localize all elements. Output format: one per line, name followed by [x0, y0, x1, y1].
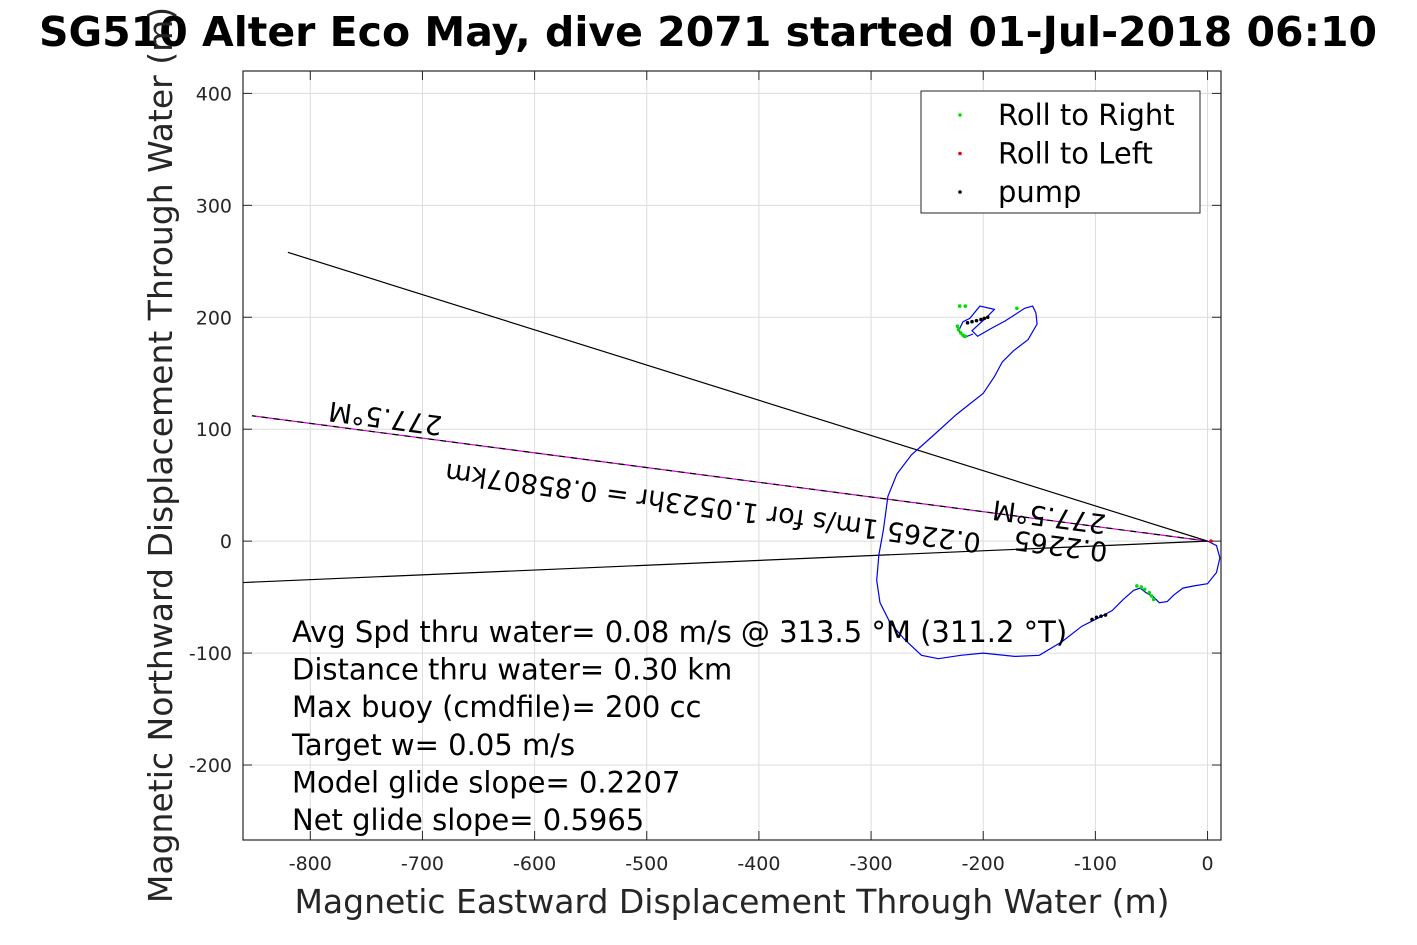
roll-right-point [955, 324, 960, 329]
y-tick-label: -100 [189, 643, 232, 665]
y-tick-label: 300 [196, 195, 232, 217]
heading-line [287, 251, 1208, 542]
pump-point [974, 318, 979, 323]
legend-label: Roll to Right [998, 98, 1175, 132]
roll-right-point [963, 334, 968, 339]
x-tick-label: -100 [1074, 853, 1117, 875]
stats-text-block: Avg Spd thru water= 0.08 m/s @ 313.5 °M … [291, 615, 1067, 837]
glider-track [876, 305, 1221, 660]
legend-marker [958, 190, 962, 194]
roll-right-point [1147, 590, 1152, 595]
axes-frame [242, 70, 1222, 841]
x-tick-label: -700 [401, 853, 444, 875]
y-tick-label: 400 [196, 83, 232, 105]
roll-right-point [1135, 584, 1139, 588]
roll-right-point [1149, 594, 1154, 598]
roll-markers [955, 304, 1213, 622]
roll-right-point [1151, 597, 1156, 602]
heading-lines [242, 251, 1208, 584]
y-tick-label: 0 [220, 531, 232, 553]
heading-line [242, 540, 1208, 584]
x-tick-label: 0 [1201, 853, 1213, 875]
stats-line: Model glide slope= 0.2207 [292, 765, 680, 799]
legend-marker [958, 151, 962, 156]
heading-line [251, 415, 1208, 542]
roll-right-point [1139, 585, 1144, 589]
legend-label: Roll to Left [998, 137, 1153, 171]
roll-right-point [1015, 306, 1019, 311]
chart-title: SG510 Alter Eco May, dive 2071 started 0… [39, 8, 1377, 56]
track-line [876, 305, 1221, 660]
y-tick-label: 200 [196, 307, 232, 329]
pump-point [985, 315, 990, 320]
y-tick-label: -200 [189, 755, 232, 777]
pump-point [979, 317, 983, 322]
x-tick-label: -500 [625, 853, 668, 875]
x-tick-label: -300 [850, 853, 893, 875]
legend-label: pump [998, 175, 1081, 209]
roll-right-point [958, 331, 963, 335]
stats-line: Distance thru water= 0.30 km [292, 653, 732, 687]
pump-point [1094, 615, 1099, 620]
pump-point [1090, 617, 1094, 622]
pump-point [970, 319, 974, 324]
axis-ticks: -800 -700 -600 -500 -400 -300 -200 -100 0 -200 -10… [189, 71, 1221, 875]
y-axis-label: Magnetic Northward Displacement Through … [141, 7, 180, 903]
grid-lines [243, 71, 1221, 840]
stats-line: Max buoy (cmdfile)= 200 cc [292, 690, 701, 724]
stats-line: Net glide slope= 0.5965 [292, 803, 644, 837]
x-tick-label: -400 [737, 853, 780, 875]
stats-line: Target w= 0.05 m/s [291, 728, 575, 762]
roll-right-point [957, 304, 962, 308]
x-tick-label: -800 [289, 853, 332, 875]
pump-point [965, 321, 970, 325]
pump-point [982, 316, 987, 321]
legend-box [920, 90, 1201, 214]
x-axis-label: Magnetic Eastward Displacement Through W… [294, 882, 1169, 921]
pump-point [1103, 613, 1108, 617]
roll-left-point [1209, 539, 1213, 543]
x-tick-label: -200 [962, 853, 1005, 875]
y-tick-label: 100 [196, 419, 232, 441]
stats-line: Avg Spd thru water= 0.08 m/s @ 313.5 °M … [292, 615, 1067, 649]
roll-right-point [1142, 587, 1147, 592]
legend: Roll to Right Roll to Left pump [920, 90, 1201, 214]
roll-right-point [963, 304, 968, 308]
roll-right-point [956, 327, 961, 332]
legend-marker [958, 113, 962, 117]
pump-point [1099, 614, 1103, 618]
x-tick-label: -600 [513, 853, 556, 875]
